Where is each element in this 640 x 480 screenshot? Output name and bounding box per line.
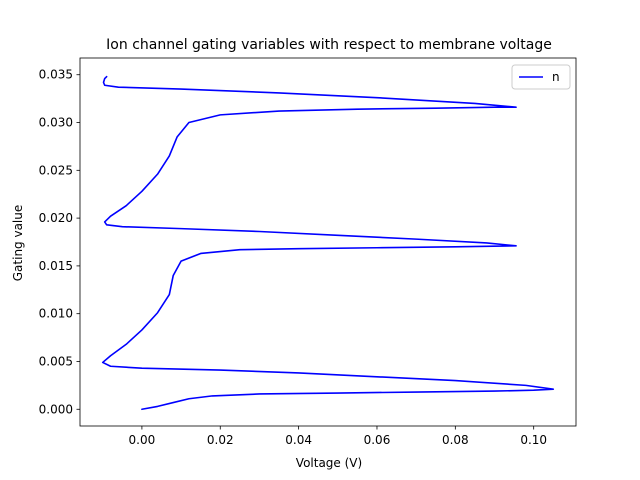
y-tick-label: 0.000 [39,402,73,416]
chart-title: Ion channel gating variables with respec… [106,37,552,53]
y-tick-label: 0.035 [39,68,73,82]
x-tick-label: 0.04 [285,433,312,447]
y-tick-label: 0.030 [39,116,73,130]
plot-area [79,57,577,427]
x-tick-label: 0.06 [364,433,391,447]
plot-frame [79,57,577,427]
x-tick-label: 0.00 [129,433,156,447]
y-tick-label: 0.015 [39,259,73,273]
legend: n [511,64,571,90]
y-tick-label: 0.010 [39,307,73,321]
y-axis-ticks: 0.000 0.005 0.010 0.015 0.020 0.025 0.030 0.035 [39,68,80,416]
legend-entry: n [552,70,560,84]
y-axis-label: Gating value [11,205,25,282]
x-axis-ticks: 0.00 0.02 0.04 0.06 0.08 0.10 [129,426,547,447]
series-layer [101,75,555,411]
x-tick-label: 0.10 [520,433,547,447]
y-tick-label: 0.020 [39,211,73,225]
x-axis-label: Voltage (V) [296,456,362,470]
series-line-n [101,75,555,411]
x-tick-label: 0.08 [442,433,469,447]
x-tick-label: 0.02 [207,433,234,447]
y-tick-label: 0.005 [39,354,73,368]
y-tick-label: 0.025 [39,163,73,177]
